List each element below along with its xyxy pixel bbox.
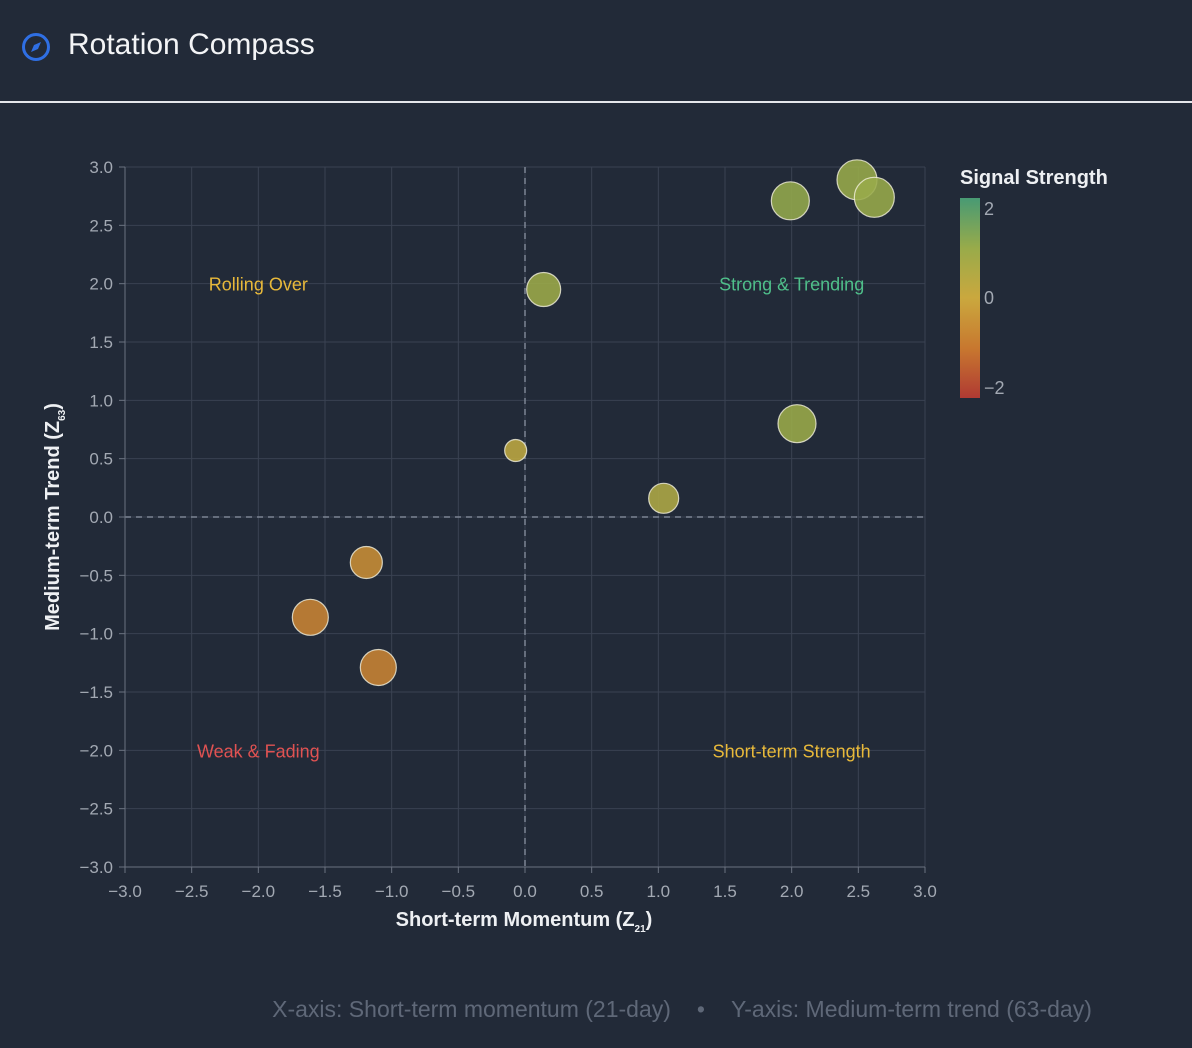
header: Rotation Compass <box>0 0 1192 103</box>
x-tick-label: 0.5 <box>580 882 604 901</box>
data-point <box>853 176 895 218</box>
x-tick-label: −0.5 <box>442 882 476 901</box>
data-point <box>504 438 528 463</box>
data-point <box>526 271 562 308</box>
y-tick-label: 3.0 <box>89 158 113 177</box>
y-tick-label: 2.0 <box>89 275 113 294</box>
x-tick-label: 0.0 <box>513 882 537 901</box>
x-tick-label: 2.5 <box>847 882 871 901</box>
data-point <box>648 482 680 514</box>
footer-note: X-axis: Short-term momentum (21-day) • Y-a… <box>0 996 1192 1023</box>
x-tick-label: −2.5 <box>175 882 209 901</box>
data-point <box>770 181 810 221</box>
x-tick-label: 1.5 <box>713 882 737 901</box>
y-tick-label: −2.5 <box>79 800 113 819</box>
y-axis-title: Medium-term Trend (Z63) <box>42 403 68 631</box>
y-tick-label: 2.5 <box>89 216 113 235</box>
page-title: Rotation Compass <box>68 28 315 61</box>
x-axis-title: Short-term Momentum (Z21) <box>396 909 653 935</box>
colorbar-gradient <box>960 198 980 398</box>
compass-icon <box>22 33 50 61</box>
y-tick-label: −0.5 <box>79 566 113 585</box>
colorbar-tick: 2 <box>984 199 994 219</box>
y-tick-label: −1.0 <box>79 625 113 644</box>
separator: • <box>696 996 705 1022</box>
data-point <box>359 648 397 687</box>
data-point <box>777 404 817 444</box>
quadrant-label: Rolling Over <box>209 275 308 295</box>
quadrant-label: Short-term Strength <box>713 741 871 761</box>
y-tick-label: −2.0 <box>79 741 113 760</box>
quadrant-label: Strong & Trending <box>719 275 864 295</box>
colorbar-tick: 0 <box>984 288 994 308</box>
y-tick-label: 1.0 <box>89 391 113 410</box>
y-tick-label: 0.0 <box>89 508 113 527</box>
y-tick-label: −1.5 <box>79 683 113 702</box>
zero-lines <box>125 167 925 867</box>
x-tick-label: 2.0 <box>780 882 804 901</box>
y-axis-note: Y-axis: Medium-term trend (63-day) <box>730 996 1092 1022</box>
y-tick-label: 1.5 <box>89 333 113 352</box>
x-tick-label: −1.0 <box>375 882 409 901</box>
x-tick-label: 3.0 <box>913 882 937 901</box>
colorbar-tick: −2 <box>984 378 1005 398</box>
y-tick-label: 0.5 <box>89 450 113 469</box>
x-tick-label: −2.0 <box>242 882 276 901</box>
data-points <box>291 159 895 687</box>
quadrant-label: Weak & Fading <box>197 741 320 761</box>
data-point <box>291 598 329 636</box>
x-tick-label: −1.5 <box>308 882 342 901</box>
quadrant-labels: Rolling Over Strong & Trending Weak & Fadi… <box>197 275 871 762</box>
x-axis-note: X-axis: Short-term momentum (21-day) <box>272 996 671 1022</box>
x-tick-label: 1.0 <box>647 882 671 901</box>
y-tick-label: −3.0 <box>79 858 113 877</box>
scatter-chart: Rolling Over Strong & Trending Weak & Fadi… <box>42 158 1108 935</box>
colorbar: Signal Strength 2 0 −2 <box>960 167 1108 398</box>
colorbar-title: Signal Strength <box>960 167 1108 189</box>
x-tick-label: −3.0 <box>108 882 142 901</box>
data-point <box>349 545 383 580</box>
axes: −3.0 −2.5 −2.0 −1.5 −1.0 −0.5 0.0 0.5 1.0 1.5 2.0 2… <box>79 158 936 901</box>
